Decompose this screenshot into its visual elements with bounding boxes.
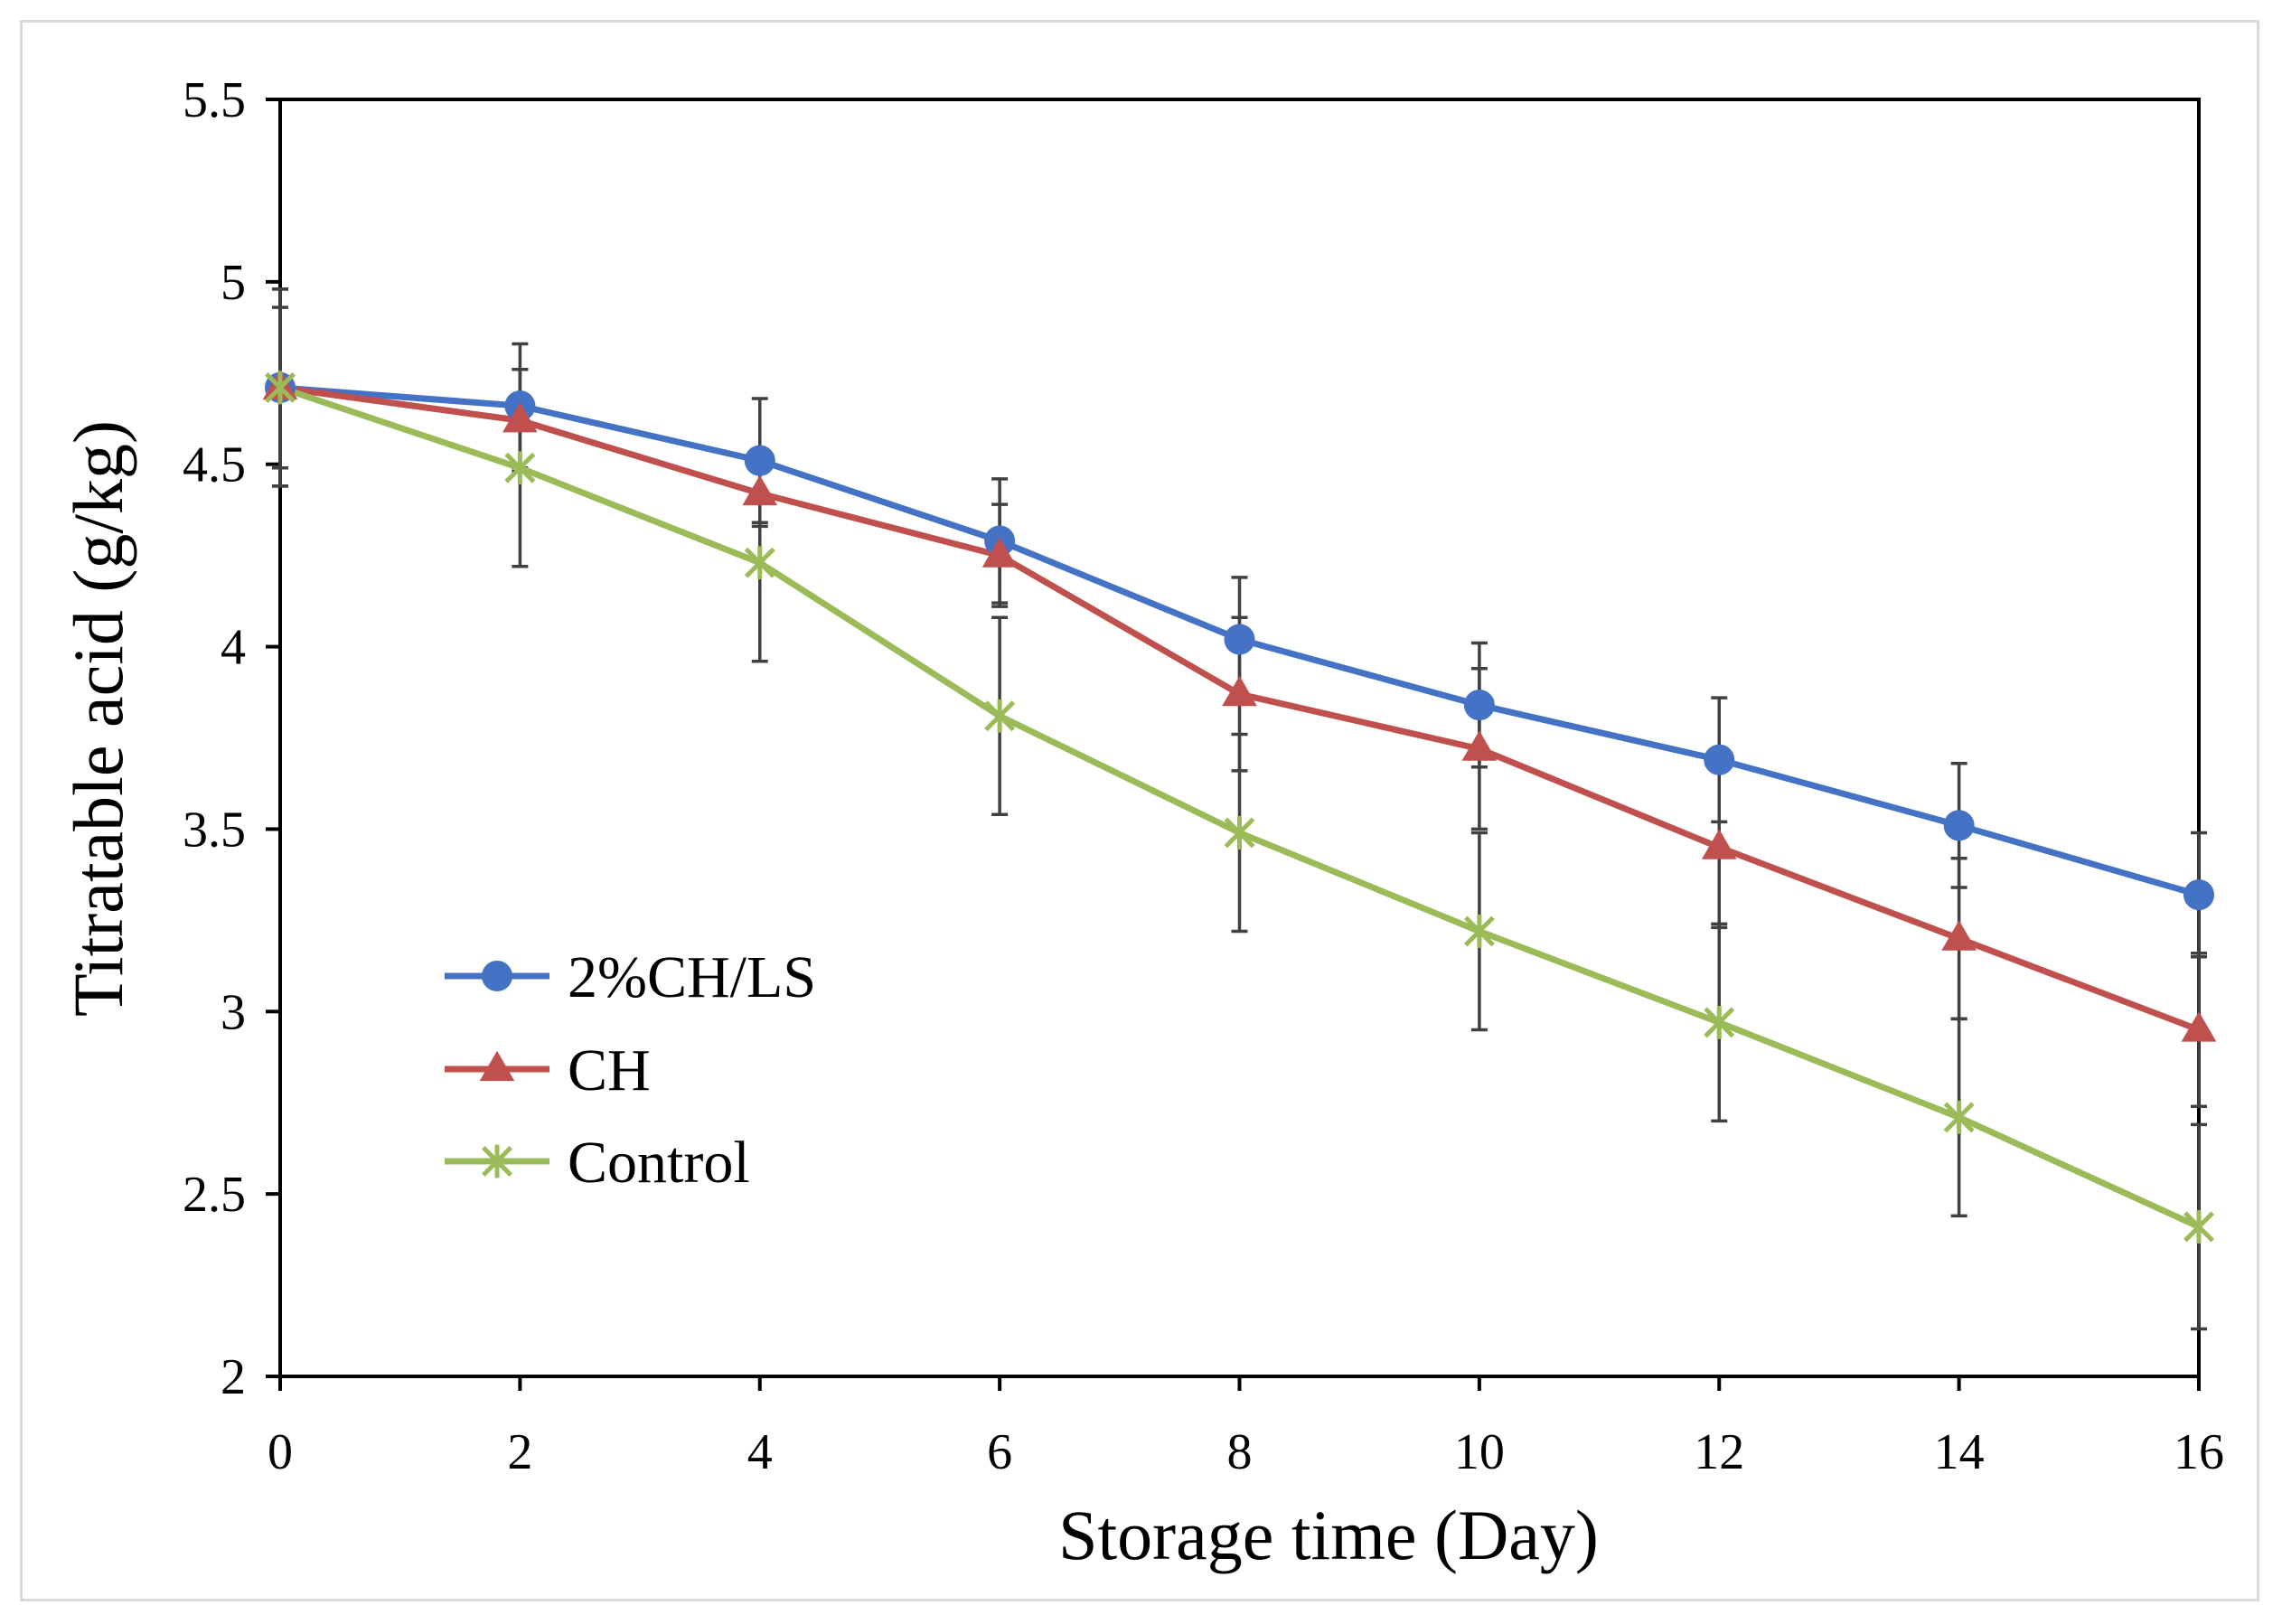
data-point-control: [265, 371, 296, 405]
data-point-2-ch-ls: [1943, 810, 1975, 841]
legend-item-2-ch-ls: 2%CH/LS: [445, 944, 816, 1010]
data-point-ch: [742, 474, 778, 506]
data-point-control: [1704, 1005, 1735, 1039]
chart-frame: [20, 20, 2259, 1601]
x-tick-label: 8: [1227, 1424, 1253, 1480]
axes-group: 22.533.544.555.50 2 4 6 8 10 12 14 16: [183, 72, 2224, 1480]
legend-item-ch: CH: [445, 1037, 651, 1103]
data-point-2-ch-ls: [1463, 690, 1495, 721]
data-point-ch: [1461, 730, 1498, 761]
data-point-control: [984, 699, 1016, 733]
y-tick-label: 2: [221, 1349, 246, 1405]
data-point-ch: [981, 537, 1018, 568]
data-point-ch: [1941, 920, 1977, 951]
data-point-ch: [1701, 829, 1737, 859]
legend-label: CH: [568, 1037, 651, 1103]
data-point-control: [1943, 1100, 1975, 1134]
y-axis-title: Titratable acid (g/kg): [59, 420, 137, 1017]
x-tick-label: 6: [987, 1424, 1012, 1480]
x-tick-label: 12: [1694, 1424, 1744, 1480]
y-tick-label: 5: [221, 255, 246, 311]
y-tick-label: 5.5: [183, 72, 246, 128]
legend-item-control: Control: [445, 1130, 750, 1196]
legend: 2%CH/LS CH Control: [445, 944, 816, 1196]
data-point-control: [2183, 1210, 2214, 1244]
legend-swatch-marker: [479, 1050, 515, 1082]
data-point-2-ch-ls: [1224, 624, 1255, 655]
series-markers-group: [262, 369, 2217, 1244]
data-point-2-ch-ls: [1704, 744, 1735, 775]
error-bars-group: [272, 287, 2207, 1331]
x-tick-label: 16: [2174, 1424, 2224, 1480]
y-tick-label: 4: [221, 620, 246, 676]
data-point-control: [1224, 816, 1255, 850]
legend-label: 2%CH/LS: [568, 944, 816, 1010]
data-point-control: [1463, 915, 1495, 948]
data-point-control: [504, 451, 536, 485]
legend-label: Control: [568, 1130, 750, 1196]
legend-swatch-marker: [482, 961, 512, 991]
data-point-ch: [1222, 675, 1257, 707]
x-tick-label: 0: [268, 1424, 293, 1480]
y-tick-label: 3: [221, 984, 246, 1040]
legend-swatch-marker: [482, 1144, 512, 1178]
y-tick-label: 3.5: [183, 802, 246, 858]
x-axis-title: Storage time (Day): [1058, 1496, 1599, 1574]
y-tick-label: 4.5: [183, 437, 246, 493]
data-point-2-ch-ls: [744, 445, 775, 476]
data-point-2-ch-ls: [2183, 879, 2214, 911]
x-tick-label: 14: [1934, 1424, 1985, 1480]
data-point-control: [744, 546, 775, 580]
x-tick-label: 4: [747, 1424, 773, 1480]
x-tick-label: 2: [507, 1424, 532, 1480]
data-point-ch: [2181, 1011, 2217, 1042]
x-tick-label: 10: [1454, 1424, 1505, 1480]
y-tick-label: 2.5: [183, 1167, 246, 1223]
data-point-ch: [502, 402, 538, 433]
